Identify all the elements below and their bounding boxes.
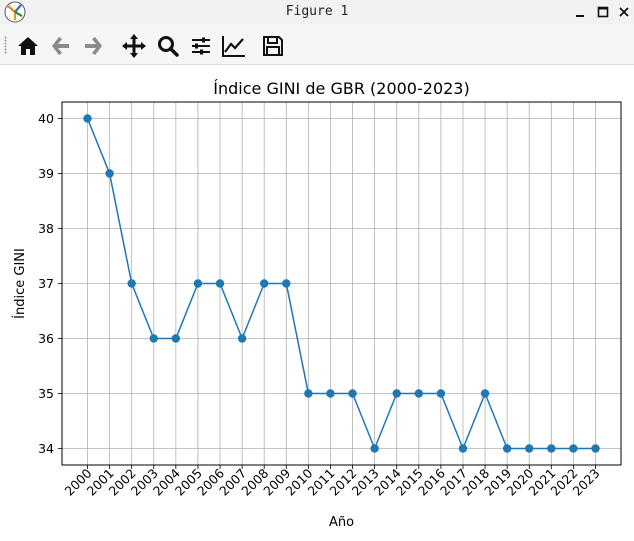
y-tick-label: 40 [38,111,54,126]
data-point [105,169,114,178]
data-point [502,444,512,453]
data-point [569,444,578,453]
configure-subplots-icon[interactable] [187,32,215,60]
edit-axis-icon[interactable] [220,32,248,60]
data-point [171,334,181,343]
window-titlebar: Figure 1 [0,0,634,24]
data-point [480,389,490,398]
data-point [259,279,269,288]
data-point [591,444,600,453]
minimize-icon[interactable] [570,2,590,22]
chart-title: Índice GINI de GBR (2000-2023) [213,79,469,98]
toolbar-grip[interactable] [4,36,7,54]
close-icon[interactable] [614,2,634,22]
data-point [127,279,136,288]
data-point [282,279,291,288]
figure-canvas: 34 35 36 37 38 39 40 2000 2001 2002 2003 2004 2005 20… [0,65,634,541]
data-point [326,389,335,398]
data-point [304,389,313,398]
y-tick-label: 34 [38,441,54,456]
data-point [348,389,357,398]
data-point [547,444,556,453]
data-point [193,279,203,288]
y-tick-label: 35 [38,386,54,401]
y-axis-label: Índice GINI [12,248,28,319]
data-point [436,389,446,398]
pan-icon[interactable] [120,32,148,60]
data-point [237,334,247,343]
x-axis-label: Año [329,515,354,530]
data-point [215,279,225,288]
y-tick-label: 39 [38,166,54,181]
maximize-icon[interactable] [593,2,613,22]
data-point [392,389,401,398]
back-arrow-icon[interactable] [47,32,75,60]
forward-arrow-icon[interactable] [79,32,107,60]
data-point [525,444,534,453]
save-icon[interactable] [259,32,287,60]
data-point [458,444,468,453]
y-tick-label: 38 [38,221,54,236]
zoom-icon[interactable] [154,32,182,60]
line-chart: 3435363738394020002001200220032004200520… [12,79,622,530]
data-point [149,334,158,343]
app-icon [4,1,26,23]
data-point [414,389,424,398]
y-tick-label: 36 [38,331,54,346]
data-point [370,444,379,453]
y-tick-label: 37 [38,276,54,291]
window-title: Figure 1 [285,4,349,19]
data-point [83,114,92,123]
home-icon[interactable] [14,32,42,60]
navigation-toolbar [0,24,634,65]
